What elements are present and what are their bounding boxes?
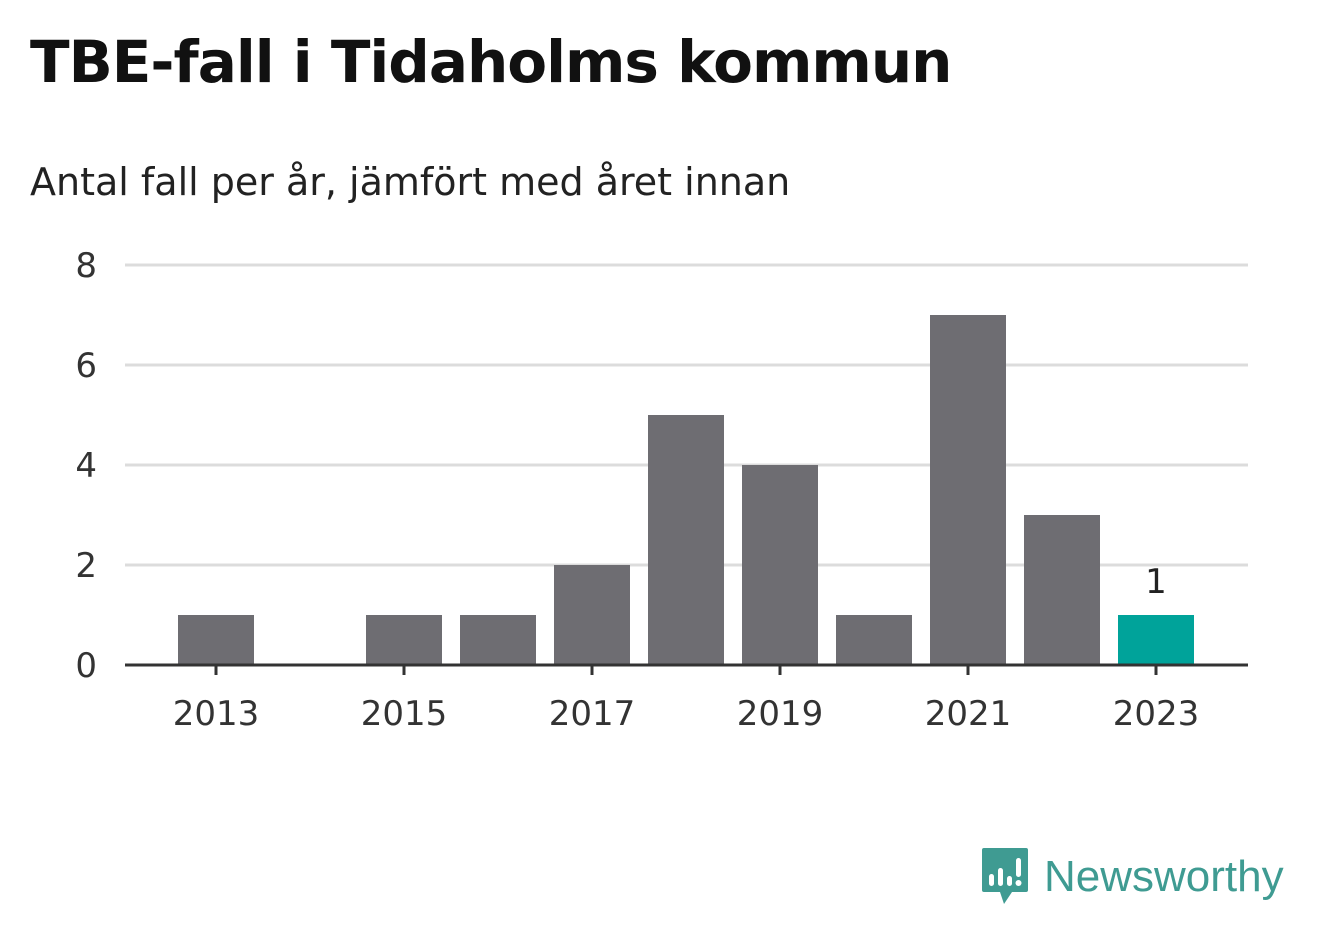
newsworthy-chart-bubble-icon xyxy=(982,848,1028,904)
x-axis xyxy=(125,663,1248,675)
bar-highlighted xyxy=(1118,615,1194,665)
bar xyxy=(460,615,536,665)
y-tick-label: 0 xyxy=(75,646,97,686)
bar xyxy=(742,465,818,665)
bar xyxy=(366,615,442,665)
brand-name: Newsworthy xyxy=(1044,852,1284,901)
chart-title: TBE-fall i Tidaholms kommun xyxy=(30,28,952,96)
bar xyxy=(930,315,1006,665)
bar xyxy=(648,415,724,665)
x-tick-label: 2019 xyxy=(737,694,824,734)
y-tick-label: 4 xyxy=(75,446,97,486)
x-tick-label: 2017 xyxy=(549,694,636,734)
x-tick-label: 2013 xyxy=(173,694,260,734)
bar xyxy=(178,615,254,665)
bars xyxy=(178,315,1194,665)
y-tick-label: 2 xyxy=(75,546,97,586)
bar xyxy=(836,615,912,665)
bar xyxy=(1024,515,1100,665)
data-label: 1 xyxy=(1145,562,1167,602)
y-tick-label: 8 xyxy=(75,246,97,286)
newsworthy-brand: Newsworthy xyxy=(980,846,1284,908)
axis-labels: 0 2 4 6 8 1 2013 2015 2017 2019 2021 2023 xyxy=(75,246,1199,734)
x-tick-label: 2015 xyxy=(361,694,448,734)
bar-chart: 0 2 4 6 8 1 2013 2015 2017 2019 2021 2023 xyxy=(75,246,1248,734)
x-tick-label: 2023 xyxy=(1113,694,1200,734)
y-tick-label: 6 xyxy=(75,346,97,386)
chart-subtitle: Antal fall per år, jämfört med året inna… xyxy=(30,160,791,204)
x-tick-label: 2021 xyxy=(925,694,1012,734)
bar xyxy=(554,565,630,665)
